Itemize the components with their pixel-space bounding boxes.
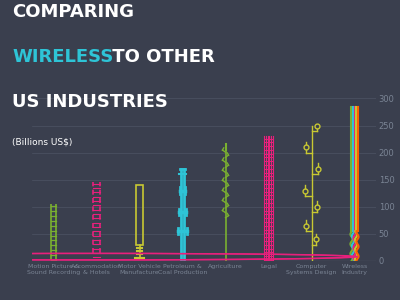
Text: TO OTHER: TO OTHER <box>106 48 215 66</box>
Text: (Billions US$): (Billions US$) <box>12 138 72 147</box>
Text: COMPARING: COMPARING <box>12 3 134 21</box>
Text: WIRELESS: WIRELESS <box>12 48 113 66</box>
Bar <box>136 185 142 245</box>
Text: US INDUSTRIES: US INDUSTRIES <box>12 93 168 111</box>
